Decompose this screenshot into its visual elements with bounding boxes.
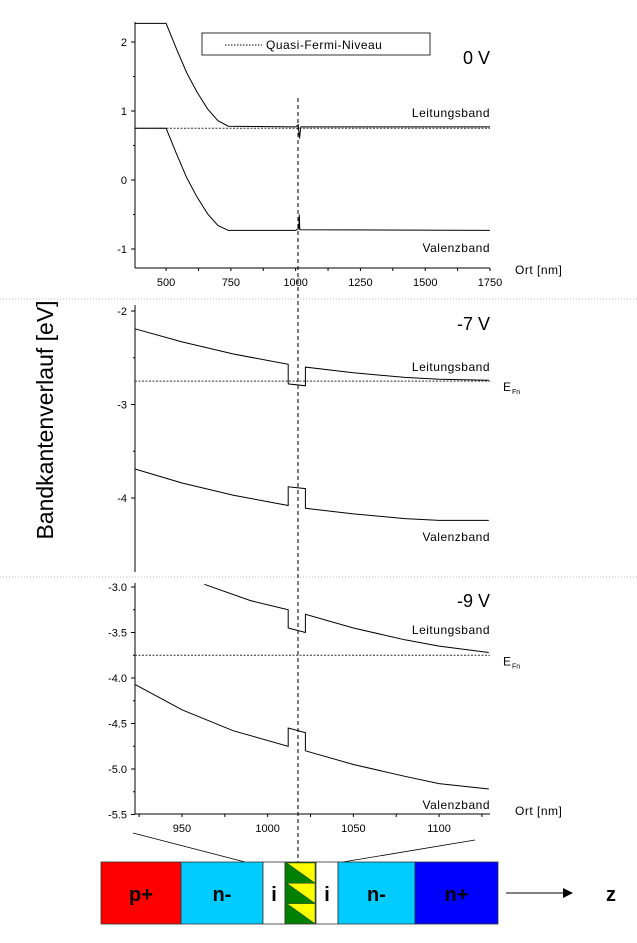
device-layer (180, 861, 264, 925)
x-tick-label: 1750 (478, 277, 502, 289)
device-layer-label: n- (213, 884, 232, 906)
voltage-label: -7 V (457, 314, 490, 334)
device-layer-label: i (324, 884, 330, 906)
band-panel: -3.0 -3.5 -4.0 -4.5 -5.0 -5.5 950 1000 1050 1100 O… (108, 582, 562, 835)
conduction-band-line (135, 22, 490, 139)
legend-box: Quasi-Fermi-Niveau (201, 32, 431, 56)
conduction-band-label: Leitungsband (412, 106, 490, 120)
device-layer (100, 861, 182, 925)
y-tick-label: -3.0 (108, 582, 127, 594)
y-tick-label: -1 (117, 244, 127, 256)
device-layer (414, 861, 499, 925)
y-tick-label: -3 (117, 400, 127, 412)
x-tick-label: 1000 (255, 823, 279, 835)
y-tick-label: -4 (117, 493, 127, 505)
quantum-well-triangle (286, 862, 316, 884)
valence-band-line (135, 127, 491, 231)
y-tick-label: 2 (121, 37, 127, 49)
voltage-label: 0 V (463, 48, 490, 68)
x-tick-label: 750 (222, 277, 240, 289)
conduction-band-label: Leitungsband (412, 623, 490, 637)
device-layer-label: n- (367, 884, 386, 906)
x-tick-label: 1500 (413, 277, 437, 289)
y-tick-label: -5.5 (108, 810, 127, 822)
x-tick-label: 1000 (283, 277, 307, 289)
conduction-band-line (204, 583, 489, 653)
fermi-level-label: EFn (503, 380, 520, 396)
fermi-level-label: EFn (503, 654, 520, 670)
device-layer (337, 861, 416, 925)
z-axis-label: z (606, 884, 616, 906)
valence-band-label: Valenzband (423, 798, 491, 812)
quantum-well-triangle (286, 883, 316, 904)
band-panel: 2 1 0 -1 500 750 1000 1250 1500 1750 Ort [nm] Leitu… (117, 22, 562, 289)
x-tick-label: 1100 (427, 823, 451, 835)
x-tick-label: 1050 (341, 823, 365, 835)
y-tick-label: -5.0 (108, 764, 127, 776)
y-tick-label: -2 (117, 306, 127, 318)
zoom-guide-line (342, 839, 476, 863)
y-tick-label: 1 (121, 106, 127, 118)
x-tick-label: 1250 (348, 277, 372, 289)
device-layer-label: i (271, 884, 277, 906)
device-layer-label: n+ (445, 884, 469, 906)
valence-band-line (134, 468, 489, 521)
x-tick-label: 500 (157, 277, 175, 289)
x-axis-label: Ort [nm] (515, 804, 562, 818)
conduction-band-line (134, 328, 489, 387)
valence-band-line (134, 683, 489, 790)
voltage-label: -9 V (457, 591, 490, 611)
x-axis-label: Ort [nm] (515, 263, 562, 277)
y-tick-label: -4.5 (108, 719, 127, 731)
device-structure: p+ n-i i n-n+ z (100, 832, 616, 925)
legend-label: Quasi-Fermi-Niveau (266, 38, 382, 52)
y-tick-label: 0 (121, 175, 127, 187)
y-tick-label: -4.0 (108, 673, 127, 685)
conduction-band-label: Leitungsband (412, 360, 490, 374)
zoom-guide-line (132, 832, 246, 863)
z-arrow-head-icon (563, 888, 573, 898)
y-tick-label: -3.5 (108, 628, 127, 640)
device-layer-label: p+ (129, 884, 153, 906)
valence-band-label: Valenzband (423, 530, 491, 544)
quantum-well-triangle (286, 903, 316, 925)
y-axis-label: Bandkantenverlauf [eV] (32, 300, 58, 539)
band-panel: -2 -3 -4 Leitungsband Valenzband -7 V EFn (117, 305, 520, 572)
valence-band-label: Valenzband (423, 241, 491, 255)
x-tick-label: 950 (173, 823, 191, 835)
